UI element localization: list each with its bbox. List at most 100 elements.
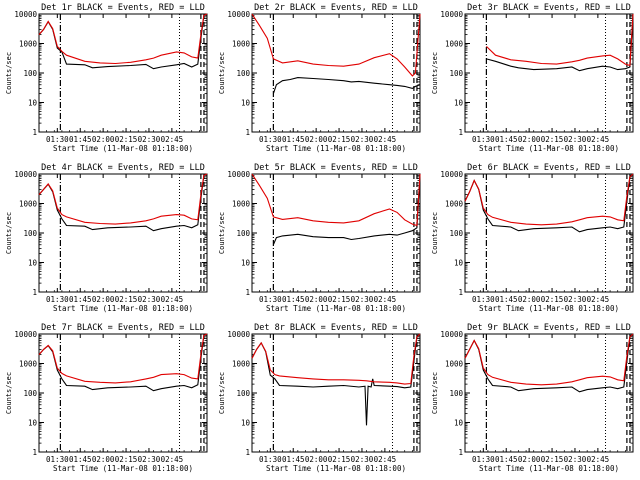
x-tick-label: 02:30 xyxy=(351,295,374,304)
x-tick-label: 02:00 xyxy=(518,295,541,304)
x-tick-label: 02:15 xyxy=(115,295,138,304)
y-tick-label: 10 xyxy=(454,419,464,428)
x-tick-label: 01:30 xyxy=(259,295,282,304)
x-tick-label: 01:30 xyxy=(46,295,69,304)
x-axis-label: Start Time (11-Mar-08 01:18:00) xyxy=(53,304,193,313)
x-tick-label: 01:30 xyxy=(472,295,495,304)
series-line xyxy=(486,13,634,67)
chart-panel: Det 1r BLACK = Events, RED = LLD 1 10 100 10… xyxy=(5,3,208,153)
x-tick-label: 02:15 xyxy=(328,455,351,464)
x-axis-label: Start Time (11-Mar-08 01:18:00) xyxy=(53,144,193,153)
y-tick-label: 10 xyxy=(28,259,38,268)
x-tick-label: 01:45 xyxy=(495,295,518,304)
x-axis-label: Start Time (11-Mar-08 01:18:00) xyxy=(479,464,619,473)
chart-title: Det 5r BLACK = Events, RED = LLD xyxy=(254,163,418,173)
chart-panel: Det 7r BLACK = Events, RED = LLD 1 10 100 10… xyxy=(5,323,208,473)
chart-panel: Det 5r BLACK = Events, RED = LLD 1 10 100 10… xyxy=(218,163,421,313)
y-tick-label: 10 xyxy=(28,99,38,108)
y-tick-label: 10 xyxy=(241,99,251,108)
x-tick-label: 01:45 xyxy=(69,295,92,304)
y-tick-label: 1 xyxy=(245,448,250,457)
y-tick-label: 1 xyxy=(245,288,250,297)
y-axis-label: Counts/sec xyxy=(218,372,226,414)
x-tick-label: 02:45 xyxy=(161,455,184,464)
y-tick-label: 10 xyxy=(454,99,464,108)
series-line xyxy=(272,77,421,94)
y-tick-label: 1000 xyxy=(232,360,251,369)
x-axis-label: Start Time (11-Mar-08 01:18:00) xyxy=(266,144,406,153)
plot-frame xyxy=(38,13,208,133)
x-tick-label: 01:45 xyxy=(282,135,305,144)
x-tick-label: 02:45 xyxy=(374,455,397,464)
x-tick-label: 02:45 xyxy=(161,135,184,144)
y-tick-label: 10000 xyxy=(227,330,250,339)
x-tick-label: 02:00 xyxy=(92,135,115,144)
series-line xyxy=(38,13,208,70)
x-tick-label: 02:00 xyxy=(92,455,115,464)
chart-title: Det 1r BLACK = Events, RED = LLD xyxy=(41,3,205,13)
x-tick-label: 01:30 xyxy=(259,455,282,464)
x-tick-label: 01:30 xyxy=(472,455,495,464)
y-axis-label: Counts/sec xyxy=(431,372,439,414)
plot-frame xyxy=(464,13,634,133)
series-line xyxy=(464,173,634,233)
series-line xyxy=(38,173,208,225)
y-axis-label: Counts/sec xyxy=(431,52,439,94)
x-tick-label: 02:30 xyxy=(138,455,161,464)
series-line xyxy=(486,13,634,72)
x-tick-label: 01:30 xyxy=(46,135,69,144)
x-tick-label: 02:15 xyxy=(541,455,564,464)
y-tick-label: 1 xyxy=(245,128,250,137)
x-tick-label: 02:00 xyxy=(518,455,541,464)
x-axis-label: Start Time (11-Mar-08 01:18:00) xyxy=(479,304,619,313)
y-tick-label: 10000 xyxy=(227,10,250,19)
x-axis-label: Start Time (11-Mar-08 01:18:00) xyxy=(53,464,193,473)
x-tick-label: 02:15 xyxy=(541,295,564,304)
series-line xyxy=(272,173,421,245)
x-tick-label: 02:15 xyxy=(328,135,351,144)
y-tick-label: 10 xyxy=(454,259,464,268)
x-tick-label: 01:45 xyxy=(69,135,92,144)
x-tick-label: 01:45 xyxy=(69,455,92,464)
y-tick-label: 100 xyxy=(23,229,37,238)
y-axis-label: Counts/sec xyxy=(5,212,13,254)
series-line xyxy=(38,13,208,65)
y-tick-label: 10000 xyxy=(14,170,37,179)
plot-frame xyxy=(251,333,421,453)
y-tick-label: 1000 xyxy=(445,200,464,209)
y-tick-label: 100 xyxy=(236,229,250,238)
series-line xyxy=(464,333,634,386)
x-tick-label: 02:30 xyxy=(564,295,587,304)
plot-frame xyxy=(251,173,421,293)
y-tick-label: 10 xyxy=(241,419,251,428)
y-tick-label: 1 xyxy=(458,128,463,137)
x-tick-label: 01:45 xyxy=(495,455,518,464)
x-tick-label: 02:45 xyxy=(374,135,397,144)
x-axis-label: Start Time (11-Mar-08 01:18:00) xyxy=(266,464,406,473)
x-tick-label: 02:30 xyxy=(351,455,374,464)
y-tick-label: 10000 xyxy=(14,330,37,339)
x-tick-label: 02:15 xyxy=(541,135,564,144)
y-tick-label: 1000 xyxy=(19,360,38,369)
y-axis-label: Counts/sec xyxy=(431,212,439,254)
x-tick-label: 02:30 xyxy=(351,135,374,144)
chart-panel: Det 2r BLACK = Events, RED = LLD 1 10 100 10… xyxy=(218,3,421,153)
y-tick-label: 100 xyxy=(236,389,250,398)
chart-panel: Det 4r BLACK = Events, RED = LLD 1 10 100 10… xyxy=(5,163,208,313)
y-tick-label: 100 xyxy=(23,389,37,398)
x-tick-label: 02:30 xyxy=(564,135,587,144)
series-line xyxy=(251,333,421,385)
x-tick-label: 02:30 xyxy=(138,295,161,304)
x-tick-label: 02:00 xyxy=(305,455,328,464)
y-tick-label: 1000 xyxy=(232,40,251,49)
y-tick-label: 1 xyxy=(32,128,37,137)
series-line xyxy=(464,173,634,226)
series-line xyxy=(38,173,208,232)
x-tick-label: 01:45 xyxy=(495,135,518,144)
y-tick-label: 100 xyxy=(449,69,463,78)
series-line xyxy=(464,333,634,393)
y-axis-label: Counts/sec xyxy=(5,52,13,94)
chart-title: Det 3r BLACK = Events, RED = LLD xyxy=(467,3,631,13)
y-tick-label: 1 xyxy=(32,448,37,457)
